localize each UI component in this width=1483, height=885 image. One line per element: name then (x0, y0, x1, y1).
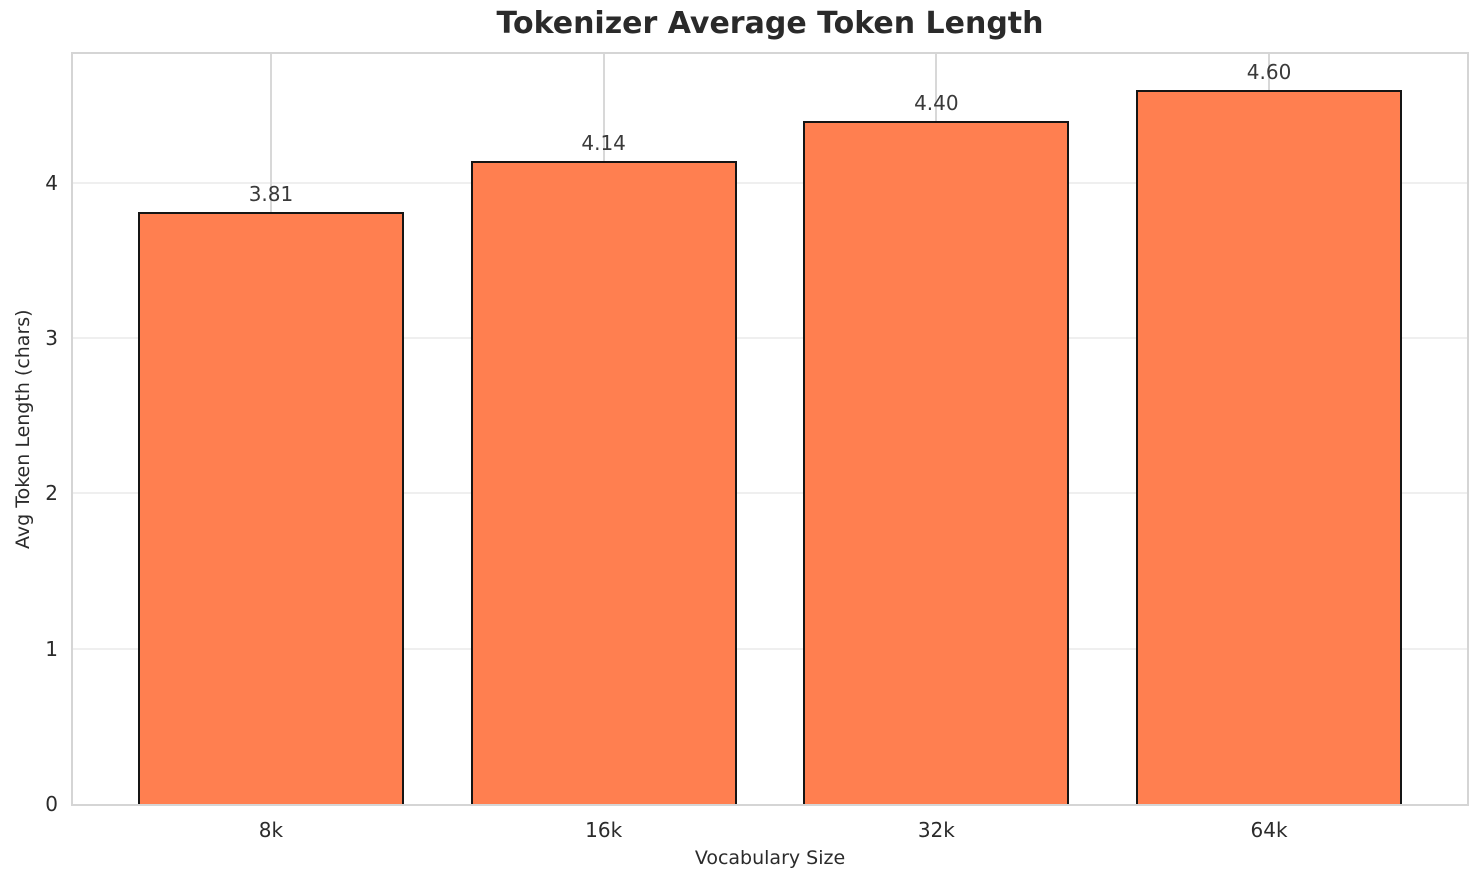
horizontal-gridline (73, 337, 1467, 340)
x-tick-label: 16k (585, 818, 623, 842)
y-tick-label: 4 (45, 170, 58, 195)
bar-value-label: 4.60 (1246, 59, 1292, 84)
bar-32k (803, 120, 1070, 804)
y-tick-label: 1 (45, 636, 58, 661)
bar-value-label: 3.81 (248, 182, 294, 207)
y-axis-label: Avg Token Length (chars) (12, 309, 34, 549)
y-tick-label: 0 (45, 792, 58, 816)
bar-value-label: 4.14 (581, 131, 626, 156)
horizontal-gridline (73, 181, 1467, 184)
bar-64k (1135, 89, 1403, 804)
bar-value-label: 4.40 (914, 90, 959, 115)
y-tick-label: 2 (45, 481, 58, 506)
x-tick-label: 32k (917, 818, 955, 842)
horizontal-gridline (73, 647, 1467, 650)
plot-area: 3.81 4.14 4.40 4.60 (71, 52, 1469, 806)
y-tick-label: 3 (45, 326, 58, 351)
x-tick-label: 64k (1250, 818, 1288, 842)
x-tick-label: 8k (258, 818, 284, 842)
bar-16k (470, 161, 737, 804)
chart-title: Tokenizer Average Token Length (496, 6, 1044, 41)
bar-8k (137, 212, 405, 804)
x-axis-label: Vocabulary Size (694, 847, 846, 869)
horizontal-gridline (73, 492, 1467, 495)
